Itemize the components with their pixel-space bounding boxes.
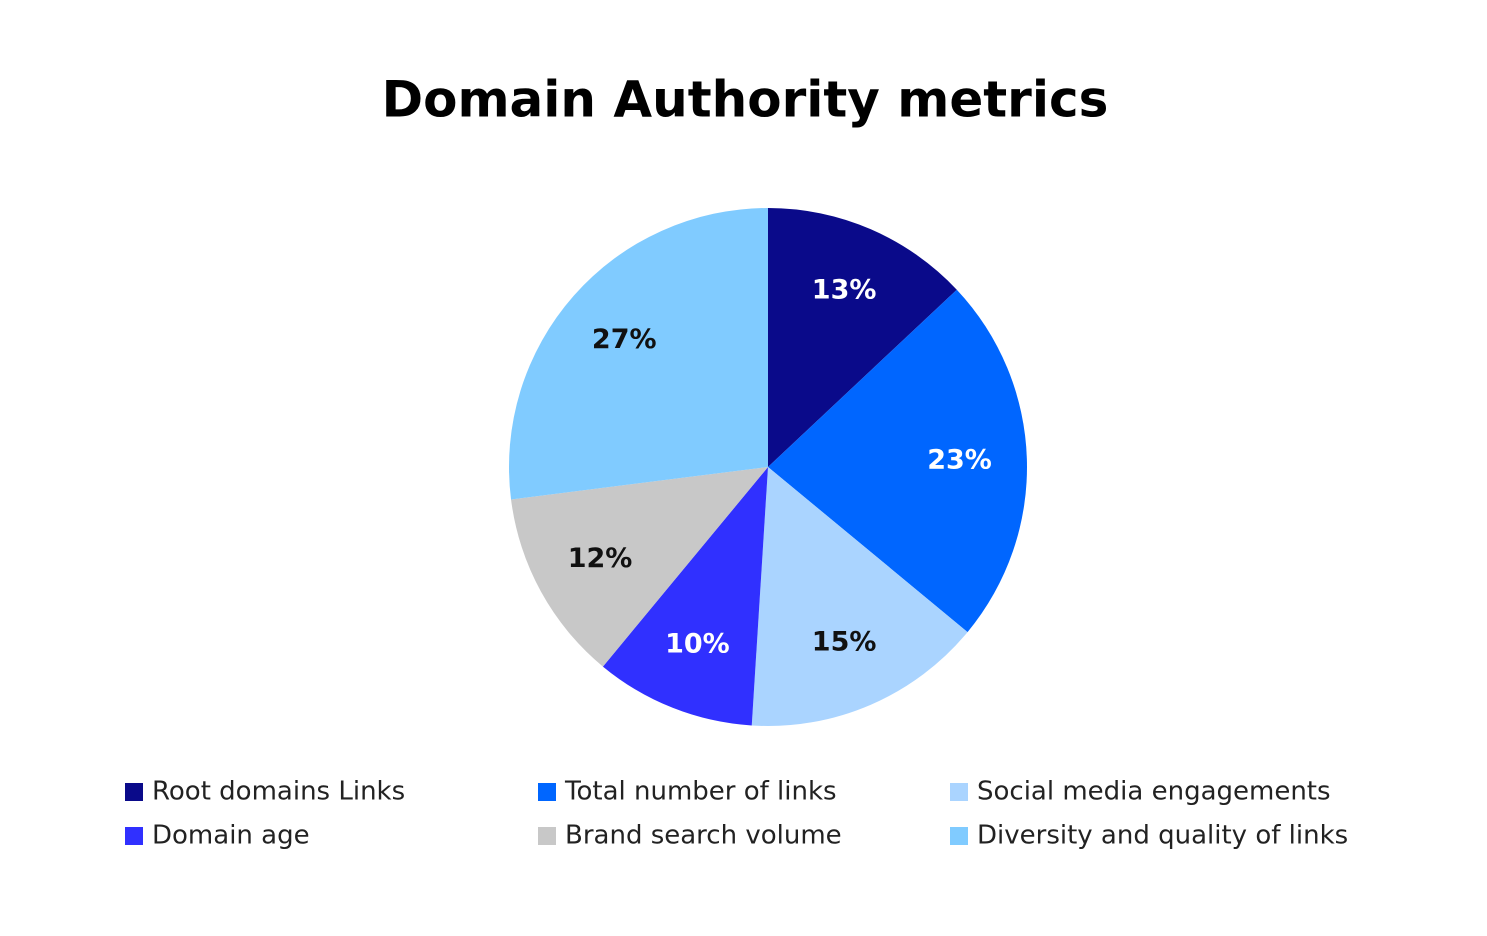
legend-swatch xyxy=(125,783,143,801)
legend-label: Total number of links xyxy=(564,777,837,807)
pie-slice xyxy=(602,467,768,726)
data-label: 12% xyxy=(568,543,633,574)
pie-slice xyxy=(768,289,1027,633)
pie-slice xyxy=(751,467,968,726)
pie-slice xyxy=(768,208,957,467)
data-label: 15% xyxy=(812,626,877,657)
legend-label: Brand search volume xyxy=(565,821,842,851)
legend-label: Social media engagements xyxy=(977,777,1331,807)
legend-swatch xyxy=(950,827,968,845)
data-label: 27% xyxy=(592,324,657,355)
legend-label: Domain age xyxy=(152,821,310,851)
data-label: 23% xyxy=(927,444,992,475)
chart-title: Domain Authority metrics xyxy=(382,71,1109,129)
pie-slice xyxy=(509,208,768,500)
data-label: 13% xyxy=(812,275,877,306)
pie-slice xyxy=(511,467,768,667)
legend-swatch xyxy=(538,783,556,801)
legend-swatch xyxy=(125,827,143,845)
legend-label: Root domains Links xyxy=(152,777,405,807)
legend-swatch xyxy=(950,783,968,801)
data-label: 10% xyxy=(665,629,730,660)
legend-label: Diversity and quality of links xyxy=(977,821,1348,851)
legend-swatch xyxy=(538,827,556,845)
